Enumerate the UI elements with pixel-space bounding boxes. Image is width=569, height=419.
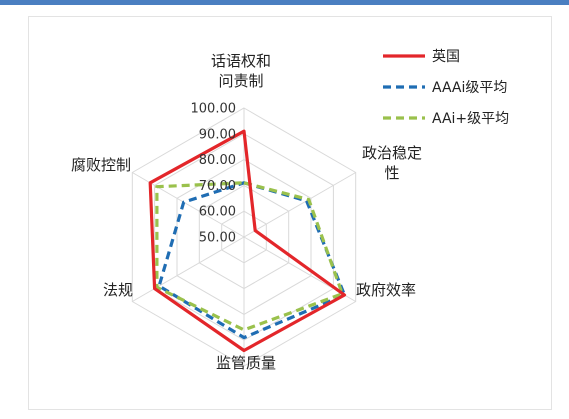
tick-label: 70.00 (199, 179, 236, 194)
top-accent-bar (0, 0, 569, 5)
axis-label: 政府效率 (356, 281, 416, 299)
axis-label: 监管质量 (216, 354, 276, 372)
legend: 英国 AAAi级平均 AAi+级平均 (383, 48, 509, 127)
tick-label: 100.00 (191, 102, 237, 117)
radar-series (148, 129, 347, 353)
axis-label-line: 腐败控制 (71, 156, 131, 174)
axis-label: 腐败控制 (71, 156, 131, 174)
grid-spoke (243, 172, 356, 238)
axis-label: 政治稳定性 (362, 144, 422, 182)
series-line-1 (148, 129, 347, 353)
axis-label-line: 问责制 (218, 72, 263, 90)
legend-label-1: 英国 (432, 48, 460, 65)
axis-label-line: 政府效率 (356, 281, 416, 299)
tick-label: 90.00 (199, 127, 236, 142)
axis-label: 话语权和问责制 (211, 52, 271, 90)
legend-label-3: AAi+级平均 (432, 111, 509, 127)
axis-label-line: 性 (384, 164, 399, 182)
radial-tick-labels: 50.00 60.00 70.00 80.00 90.00 100.00 (191, 102, 237, 246)
axis-label-line: 话语权和 (211, 52, 271, 70)
series-line-3 (155, 181, 344, 332)
legend-label-2: AAAi级平均 (432, 80, 507, 96)
axis-label-line: 法规 (103, 281, 133, 299)
axis-label: 法规 (103, 281, 133, 299)
tick-label: 80.00 (199, 153, 236, 168)
grid-spoke (132, 236, 245, 302)
series-line-2 (157, 181, 347, 340)
chart-frame (28, 16, 552, 410)
axis-label-line: 监管质量 (216, 354, 276, 372)
axis-label-line: 政治稳定 (362, 144, 422, 162)
tick-label: 50.00 (199, 231, 236, 246)
tick-label: 60.00 (199, 205, 236, 220)
